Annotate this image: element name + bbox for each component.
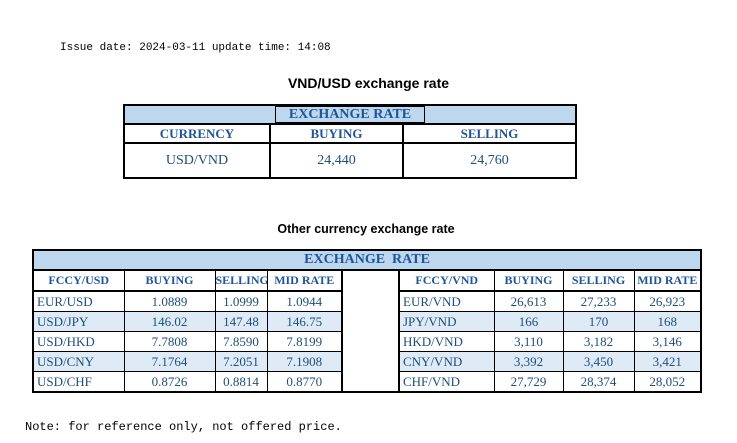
currency-pair-cell: USD/JPY [32,311,125,332]
buying-rate-cell: 7.1764 [123,351,216,372]
selling-rate-cell: 7.8590 [214,331,268,352]
buying-rate-cell: 24,440 [269,142,404,179]
exchange-rate-header-cell: EXCHANGE RATE [122,104,578,125]
selling-column-header: SELLING [401,123,578,144]
buying-rate-cell: 146.02 [123,311,216,332]
table-header-row: EXCHANGE RATE [32,249,702,271]
note-text: Note: for reference only, not offered pr… [25,420,342,434]
selling-rate-cell: 27,233 [562,290,635,312]
buying-rate-cell: 1.0889 [123,290,216,312]
selling-rate-cell: 7.2051 [214,351,268,372]
currency-column-header: CURRENCY [123,123,271,144]
selling-rate-cell: 147.48 [214,311,268,332]
table-row: USD/CHF 0.8726 0.8814 0.8770 CHF/VND 27,… [32,371,702,393]
other-table-title: Other currency exchange rate [277,222,455,236]
usd-table-title: VND/USD exchange rate [287,75,450,91]
selling-column-header: SELLING [214,269,268,292]
table-row: EUR/USD 1.0889 1.0999 1.0944 EUR/VND 26,… [32,290,702,312]
mid-rate-cell: 7.1908 [266,351,343,372]
buying-column-header: BUYING [269,123,404,144]
buying-rate-cell: 0.8726 [123,371,216,393]
column-header-row: FCCY/USD BUYING SELLING MID RATE FCCY/VN… [32,269,702,393]
issue-date-text: Issue date: 2024-03-11 update time: 14:0… [60,42,331,54]
mid-rate-cell: 3,421 [633,351,702,372]
fccy-vnd-column-header: FCCY/VND [398,269,495,292]
mid-rate-cell: 28,052 [633,371,702,393]
usd-rate-table: EXCHANGE RATE CURRENCY BUYING SELLING US… [122,104,578,179]
currency-pair-cell: HKD/VND [398,331,495,352]
exchange-rate-header-label: EXCHANGE RATE [32,249,702,271]
mid-rate-cell: 168 [633,311,702,332]
currency-pair-cell: USD/CNY [32,351,125,372]
column-header-row: CURRENCY BUYING SELLING [123,123,578,144]
mid-rate-cell: 26,923 [633,290,702,312]
buying-rate-cell: 166 [493,311,564,332]
selling-column-header: SELLING [562,269,635,292]
buying-rate-cell: 27,729 [493,371,564,393]
mid-rate-cell: 1.0944 [266,290,343,312]
table-row: USD/VND 24,440 24,760 [123,142,578,179]
currency-pair-cell: USD/VND [123,142,271,179]
buying-rate-cell: 3,110 [493,331,564,352]
selling-rate-cell: 24,760 [401,142,578,179]
table-row: USD/JPY 146.02 147.48 146.75 JPY/VND 166… [32,311,702,332]
spacer-column [341,269,400,393]
currency-pair-cell: JPY/VND [398,311,495,332]
selling-rate-cell: 0.8814 [214,371,268,393]
table-row: USD/CNY 7.1764 7.2051 7.1908 CNY/VND 3,3… [32,351,702,372]
mid-rate-cell: 3,146 [633,331,702,352]
buying-rate-cell: 3,392 [493,351,564,372]
currency-pair-cell: EUR/VND [398,290,495,312]
currency-pair-cell: CNY/VND [398,351,495,372]
buying-rate-cell: 26,613 [493,290,564,312]
buying-rate-cell: 7.7808 [123,331,216,352]
currency-pair-cell: EUR/USD [32,290,125,312]
mid-rate-cell: 146.75 [266,311,343,332]
selling-rate-cell: 3,182 [562,331,635,352]
selling-rate-cell: 170 [562,311,635,332]
table-header-row: EXCHANGE RATE [122,104,578,125]
other-rate-table: EXCHANGE RATE FCCY/USD BUYING SELLING MI… [32,249,703,393]
currency-pair-cell: CHF/VND [398,371,495,393]
selling-rate-cell: 28,374 [562,371,635,393]
mid-rate-column-header: MID RATE [633,269,702,292]
selling-rate-cell: 3,450 [562,351,635,372]
buying-column-header: BUYING [123,269,216,292]
table-row: USD/HKD 7.7808 7.8590 7.8199 HKD/VND 3,1… [32,331,702,352]
selling-rate-cell: 1.0999 [214,290,268,312]
mid-rate-cell: 7.8199 [266,331,343,352]
currency-pair-cell: USD/CHF [32,371,125,393]
mid-rate-cell: 0.8770 [266,371,343,393]
currency-pair-cell: USD/HKD [32,331,125,352]
fccy-usd-column-header: FCCY/USD [32,269,125,292]
mid-rate-column-header: MID RATE [266,269,343,292]
exchange-rate-header-label: EXCHANGE RATE [274,107,426,123]
buying-column-header: BUYING [493,269,564,292]
